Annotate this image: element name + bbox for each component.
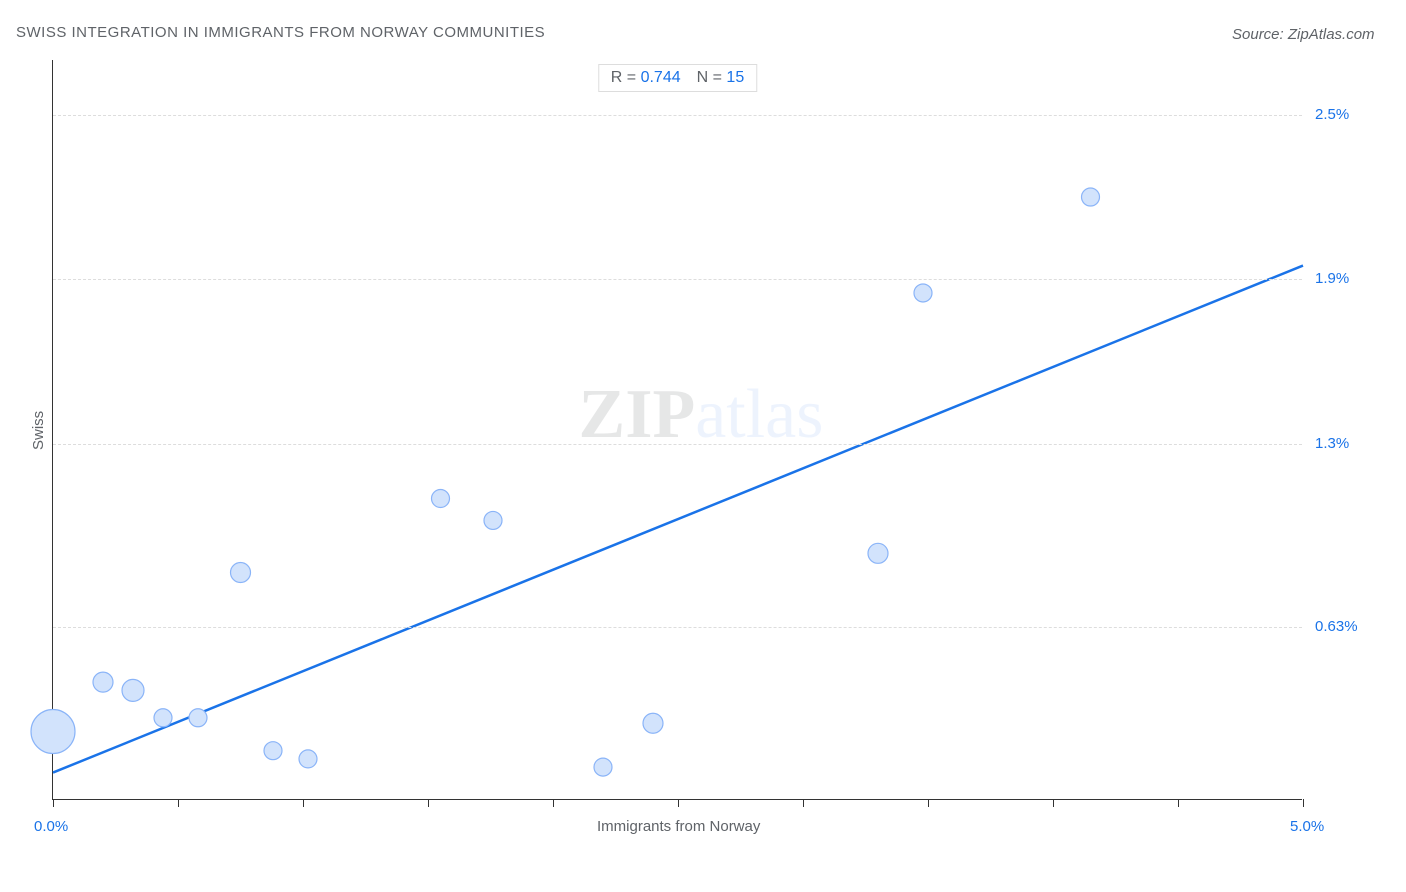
- y-tick-label: 2.5%: [1315, 106, 1349, 123]
- gridline: [53, 444, 1302, 445]
- x-tick-mark: [53, 799, 54, 807]
- y-axis-label: Swiss: [30, 411, 47, 450]
- x-tick-mark: [178, 799, 179, 807]
- data-point: [93, 672, 113, 692]
- x-tick-mark: [1178, 799, 1179, 807]
- x-tick-mark: [303, 799, 304, 807]
- data-point: [122, 679, 144, 701]
- data-point: [914, 284, 932, 302]
- y-tick-label: 1.3%: [1315, 435, 1349, 452]
- gridline: [53, 115, 1302, 116]
- x-tick-mark: [678, 799, 679, 807]
- data-point: [189, 709, 207, 727]
- data-point: [31, 709, 75, 753]
- x-tick-mark: [928, 799, 929, 807]
- plot-area: R = 0.744 N = 15 ZIPatlas 0.63%1.3%1.9%2…: [52, 60, 1302, 800]
- data-point: [484, 511, 502, 529]
- data-point: [231, 563, 251, 583]
- x-tick-mark: [553, 799, 554, 807]
- data-point: [299, 750, 317, 768]
- x-tick-mark: [428, 799, 429, 807]
- y-tick-label: 1.9%: [1315, 270, 1349, 287]
- data-point: [432, 490, 450, 508]
- gridline: [53, 627, 1302, 628]
- x-tick-mark: [1053, 799, 1054, 807]
- scatter-plot-svg: [53, 60, 1303, 800]
- data-point: [1082, 188, 1100, 206]
- x-axis-label: Immigrants from Norway: [597, 818, 760, 835]
- y-tick-label: 0.63%: [1315, 618, 1358, 635]
- chart-title: SWISS INTEGRATION IN IMMIGRANTS FROM NOR…: [16, 24, 545, 41]
- data-point: [264, 742, 282, 760]
- data-point: [594, 758, 612, 776]
- data-point: [154, 709, 172, 727]
- source-attribution: Source: ZipAtlas.com: [1232, 26, 1375, 43]
- gridline: [53, 279, 1302, 280]
- data-point: [643, 713, 663, 733]
- x-min-label: 0.0%: [34, 818, 68, 835]
- data-point: [868, 543, 888, 563]
- x-tick-mark: [803, 799, 804, 807]
- regression-line: [53, 266, 1303, 773]
- x-tick-mark: [1303, 799, 1304, 807]
- x-max-label: 5.0%: [1290, 818, 1324, 835]
